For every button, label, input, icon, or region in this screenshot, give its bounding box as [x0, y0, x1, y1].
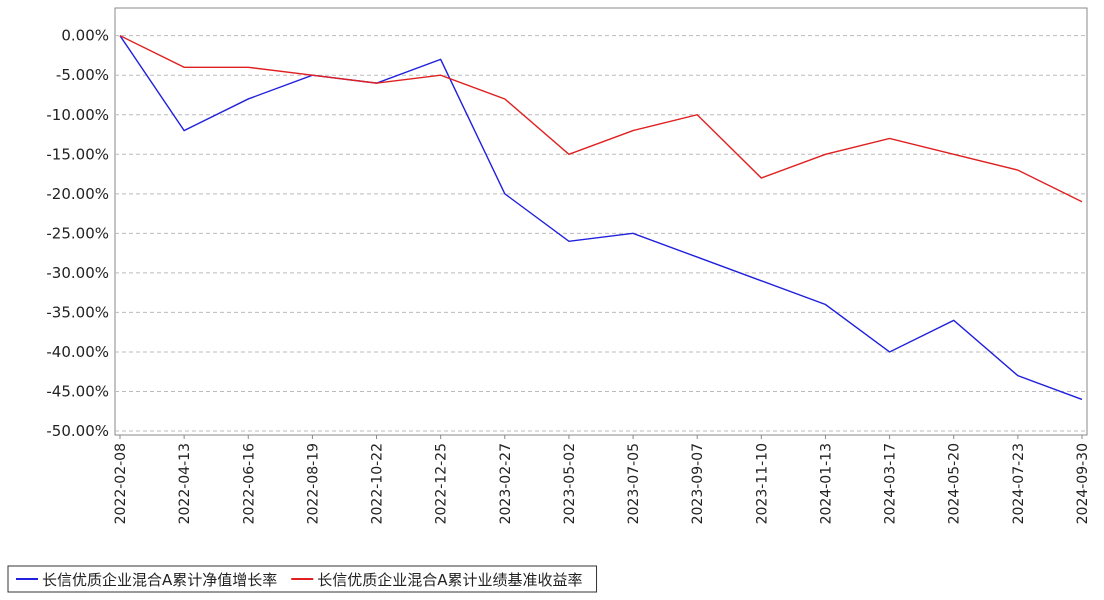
x-tick-label: 2023-07-05 — [626, 443, 642, 524]
x-tick-label: 2024-09-30 — [1075, 443, 1091, 524]
x-tick-label: 2023-09-07 — [690, 443, 706, 524]
x-tick-label: 2022-04-13 — [177, 443, 193, 524]
series-line — [120, 36, 1082, 400]
x-tick-label: 2023-02-27 — [498, 443, 514, 524]
x-tick-label: 2024-01-13 — [818, 443, 834, 524]
y-tick-label: -30.00% — [46, 264, 109, 282]
y-tick-label: -35.00% — [46, 303, 109, 321]
x-tick-label: 2022-12-25 — [434, 443, 450, 524]
x-tick-label: 2024-07-23 — [1011, 443, 1027, 524]
x-tick-label: 2024-03-17 — [883, 443, 899, 524]
y-tick-label: -50.00% — [46, 422, 109, 440]
y-tick-label: -20.00% — [46, 185, 109, 203]
x-tick-label: 2022-10-22 — [370, 443, 386, 524]
legend-label: 长信优质企业混合A累计业绩基准收益率 — [317, 571, 582, 589]
plot-frame — [115, 8, 1087, 435]
y-tick-label: -25.00% — [46, 224, 109, 242]
x-tick-label: 2022-08-19 — [305, 443, 321, 524]
y-tick-label: 0.00% — [61, 27, 109, 45]
y-tick-label: -10.00% — [46, 106, 109, 124]
legend-label: 长信优质企业混合A累计净值增长率 — [42, 571, 277, 589]
x-tick-label: 2022-02-08 — [113, 443, 129, 524]
x-tick-label: 2024-05-20 — [947, 443, 963, 524]
y-tick-label: -45.00% — [46, 383, 109, 401]
y-tick-label: -15.00% — [46, 145, 109, 163]
x-tick-label: 2023-05-02 — [562, 443, 578, 524]
page: {"chart_data": {"type": "line", "categor… — [0, 0, 1104, 600]
x-tick-label: 2023-11-10 — [754, 443, 770, 524]
y-tick-label: -40.00% — [46, 343, 109, 361]
x-tick-label: 2022-06-16 — [241, 443, 257, 524]
series-line — [120, 36, 1082, 202]
chart: 0.00% -5.00% -10.00% -15.00% -20.00% -25.00% -… — [0, 0, 1104, 596]
y-tick-label: -5.00% — [56, 66, 109, 84]
